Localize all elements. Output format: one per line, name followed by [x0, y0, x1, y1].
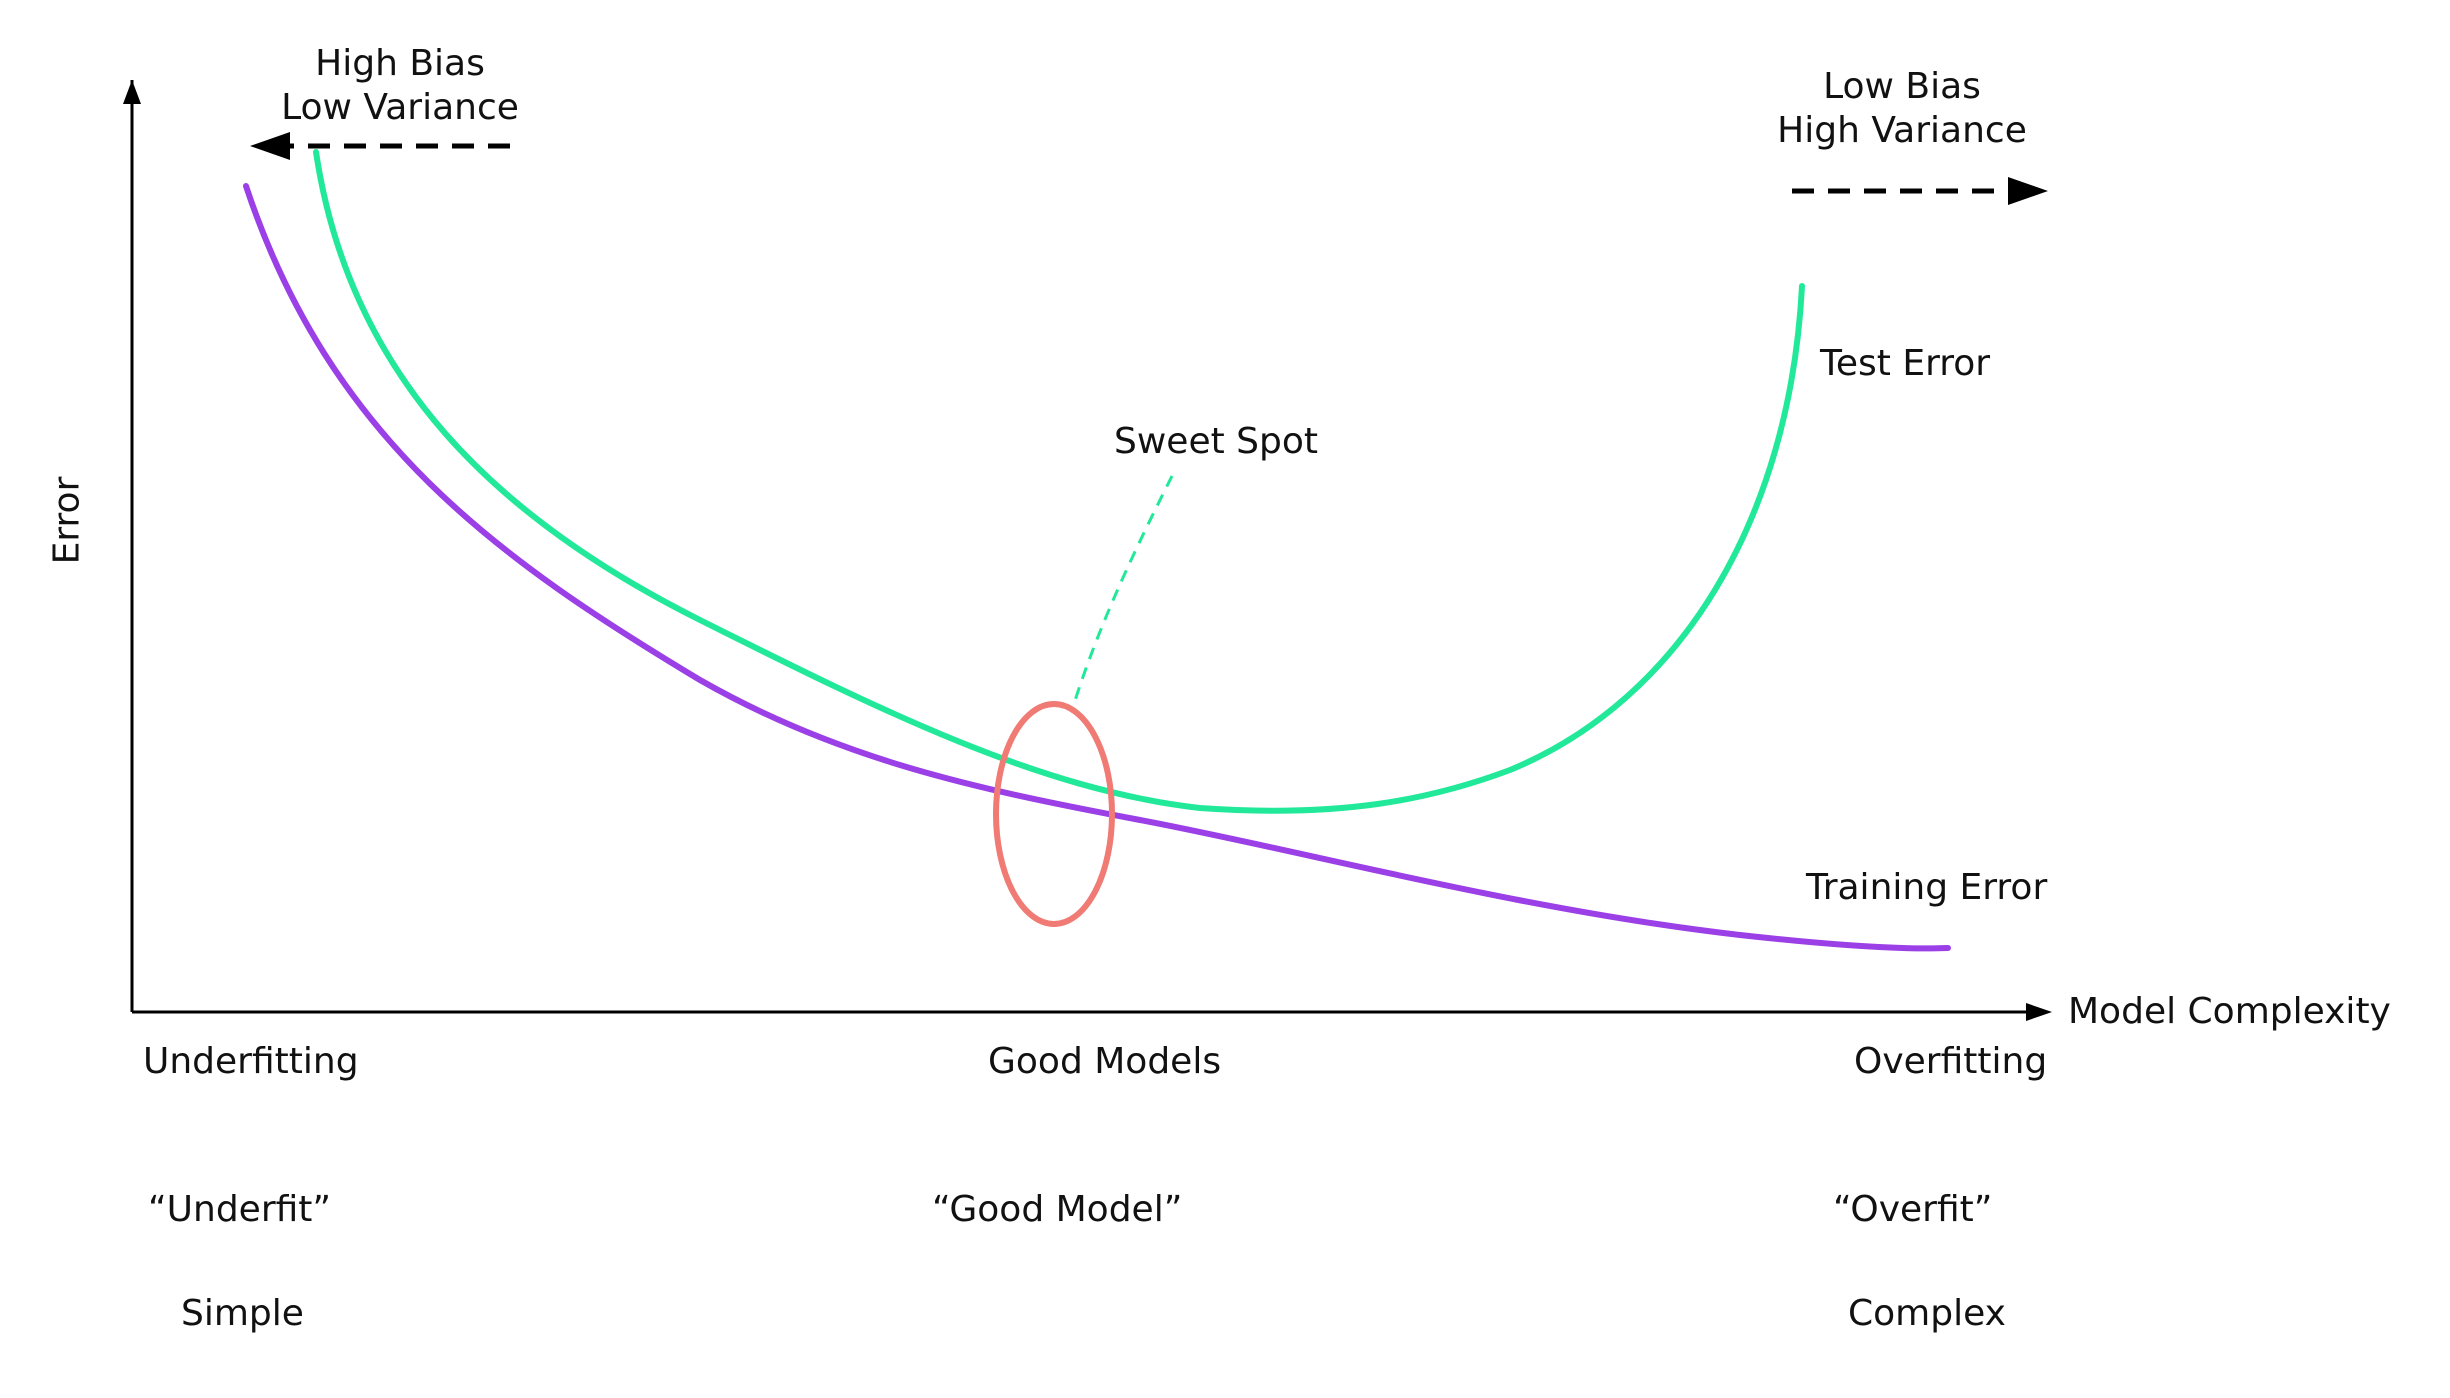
y-axis-label: Error — [46, 476, 88, 565]
sweet-spot-leader-line — [1070, 475, 1174, 711]
overfit-quote: “Overfit” — [1833, 1189, 1993, 1230]
underfit-quote: “Underfit” — [148, 1189, 332, 1230]
complex-label: Complex — [1848, 1293, 2006, 1334]
simple-label: Simple — [181, 1293, 304, 1334]
high-bias-text: High Bias — [315, 43, 485, 84]
low-variance-text: Low Variance — [281, 87, 519, 128]
right-tradeoff-label: Low Bias High Variance — [1762, 65, 2042, 153]
right-arrow-head-icon — [2008, 177, 2048, 205]
test-error-curve — [313, 149, 1805, 814]
low-bias-text: Low Bias — [1823, 66, 1981, 107]
x-axis-arrow-icon — [2026, 1003, 2052, 1021]
good-model-quote: “Good Model” — [932, 1189, 1183, 1230]
test-error-label: Test Error — [1820, 343, 1991, 384]
left-tradeoff-label: High Bias Low Variance — [260, 42, 540, 130]
training-error-curve — [243, 183, 1951, 952]
good-models-label: Good Models — [988, 1041, 1222, 1082]
sweet-spot-label: Sweet Spot — [1114, 421, 1318, 462]
underfitting-label: Underfitting — [143, 1041, 359, 1082]
y-axis-arrow-icon — [123, 80, 141, 104]
training-error-label: Training Error — [1806, 867, 2048, 908]
sweet-spot-ellipse — [993, 701, 1115, 927]
high-variance-text: High Variance — [1777, 110, 2027, 151]
left-arrow-head-icon — [250, 132, 290, 160]
overfitting-label: Overfitting — [1854, 1041, 2048, 1082]
x-axis-label: Model Complexity — [2068, 991, 2391, 1032]
